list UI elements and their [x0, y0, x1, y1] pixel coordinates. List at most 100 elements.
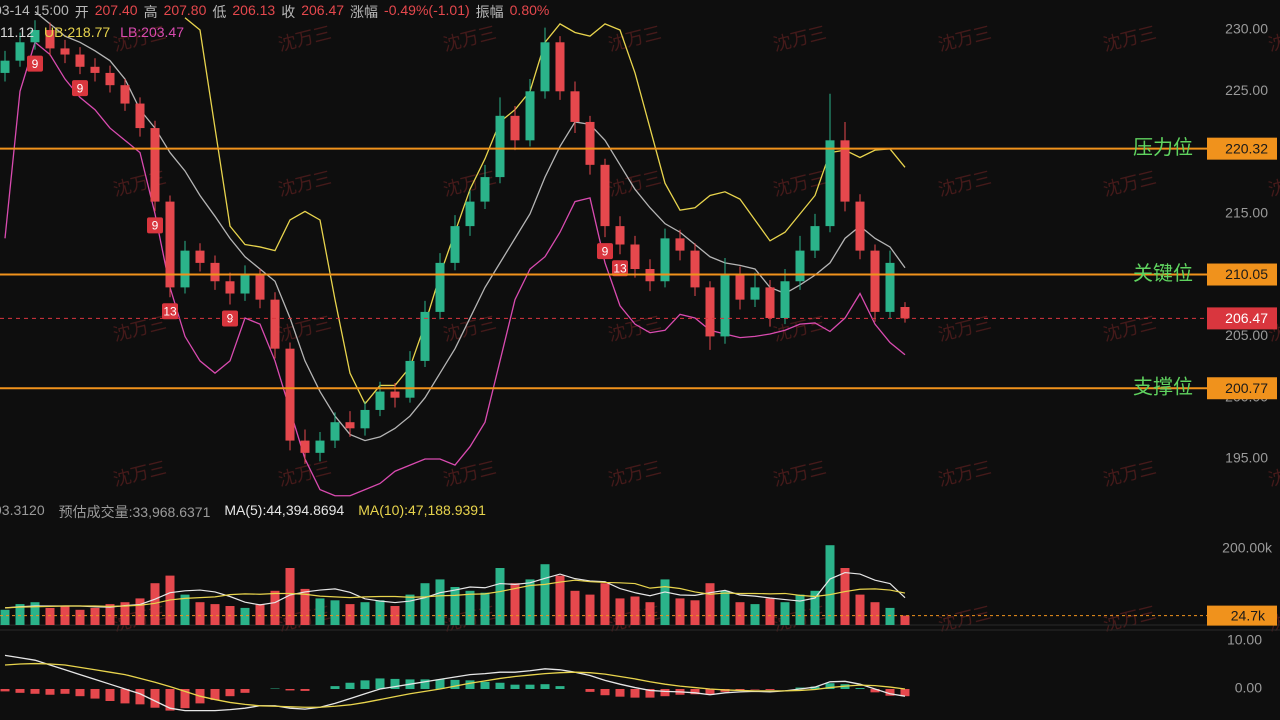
marker-box — [72, 80, 88, 97]
candle-body — [525, 91, 535, 141]
volume-bar — [780, 602, 790, 625]
macd-bar — [555, 686, 565, 689]
y-tick-label: 215.00 — [1225, 205, 1268, 221]
volume-bar — [330, 600, 340, 625]
volume-bar — [600, 583, 610, 625]
candle-body — [570, 91, 580, 122]
volume-bar — [630, 596, 640, 625]
watermark: 沈万三 — [1101, 168, 1158, 200]
candle-body — [45, 30, 55, 49]
candle-body — [225, 281, 235, 294]
candle-body — [360, 409, 370, 429]
volume-bar — [345, 604, 355, 625]
macd-bar — [420, 679, 430, 689]
candle-body — [315, 440, 325, 453]
candle-body — [15, 42, 25, 61]
volume-bar — [300, 588, 310, 625]
y-tick-label: 225.00 — [1225, 82, 1268, 98]
volume-bar — [75, 609, 85, 625]
volume-bar — [510, 583, 520, 625]
candle-body — [885, 262, 895, 312]
volume-bar — [360, 602, 370, 625]
marker-box — [27, 55, 43, 72]
volume-bar — [120, 602, 130, 625]
macd-bar — [825, 683, 835, 689]
volume-bar — [585, 594, 595, 625]
macd-line — [4, 662, 906, 708]
macd-bar — [525, 684, 535, 689]
header-text: -0.49%(-1.01) — [384, 2, 470, 18]
candle-body — [390, 391, 400, 398]
macd-bar — [810, 686, 820, 689]
volume-bar — [30, 602, 40, 625]
watermark: 沈万三 — [1101, 23, 1158, 55]
volume-current-box — [1207, 605, 1277, 626]
macd-bar — [645, 688, 655, 698]
candle-body — [630, 244, 640, 270]
volume-bar — [840, 568, 850, 625]
macd-bar — [585, 688, 595, 692]
macd-bar — [600, 688, 610, 696]
marker-box — [147, 217, 163, 234]
volume-bar — [495, 568, 505, 625]
macd-bar — [330, 686, 340, 689]
candle-body — [0, 60, 10, 73]
macd-bar — [225, 688, 235, 697]
volume-bar — [750, 604, 760, 625]
header-text: 207.80 — [163, 2, 207, 18]
volume-bar — [570, 590, 580, 625]
header-text: 207.40 — [94, 2, 138, 18]
macd-bar — [495, 682, 505, 689]
level-box — [1207, 263, 1277, 286]
macd-bar — [510, 684, 520, 689]
volume-bar — [60, 606, 70, 625]
volume-ma-line — [4, 579, 906, 609]
candle-body — [810, 226, 820, 251]
candle-body — [255, 275, 265, 300]
watermark: 沈万三 — [441, 23, 498, 55]
macd-bar — [150, 688, 160, 708]
macd-bar — [795, 687, 805, 689]
candle-body — [855, 201, 865, 251]
candle-body — [240, 275, 250, 294]
volume-bar — [810, 590, 820, 625]
macd-bar — [75, 688, 85, 697]
volume-bar — [525, 579, 535, 625]
marker-label: 9 — [77, 81, 84, 95]
candle-body — [510, 115, 520, 141]
level-value: 220.32 — [1225, 140, 1268, 156]
macd-bar — [240, 688, 250, 693]
candle-body — [555, 42, 565, 92]
volume-bar — [540, 564, 550, 625]
header-text: 振幅 — [475, 4, 504, 20]
marker-label: 9 — [152, 219, 159, 233]
y-tick-label: 195.00 — [1225, 450, 1268, 466]
candle-body — [420, 311, 430, 361]
header-text: 93.3120 — [0, 502, 45, 518]
macd-bar — [690, 688, 700, 695]
volume-current-label: 24.7k — [1231, 607, 1266, 623]
macd-bar — [0, 688, 10, 692]
macd-bar — [165, 688, 175, 711]
volume-bar — [885, 607, 895, 625]
header-text: 高 — [143, 4, 158, 20]
watermark: 沈万三 — [111, 313, 168, 345]
candle-body — [585, 121, 595, 165]
candle-body — [480, 177, 490, 202]
header-text: 0.80% — [509, 2, 550, 18]
volume-bar — [420, 583, 430, 625]
volume-bar — [195, 602, 205, 625]
volume-bar — [720, 590, 730, 625]
macd-bar — [735, 688, 745, 691]
volume-bar — [555, 575, 565, 625]
candle-body — [150, 128, 160, 202]
candle-body — [270, 299, 280, 349]
macd-bar — [465, 680, 475, 689]
level-value: 210.05 — [1225, 266, 1268, 282]
price-header: 03-14 15:00 开 207.40 高 207.80 低 206.13 收 206.47 涨… — [0, 2, 549, 22]
macd-bar — [870, 688, 880, 693]
volume-bar — [615, 598, 625, 625]
header-text: MA(10):47,188.9391 — [358, 502, 486, 518]
candle-body — [330, 422, 340, 441]
